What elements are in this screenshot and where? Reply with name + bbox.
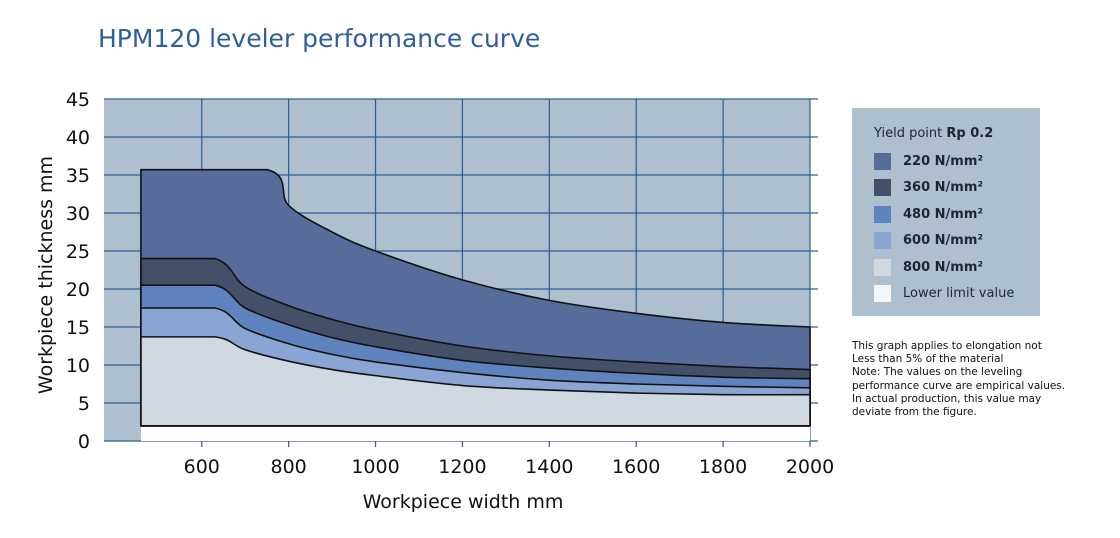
legend-title: Yield point Rp 0.2 (874, 126, 993, 141)
legend-label: 600 N/mm² (903, 233, 984, 248)
legend-item: 360 N/mm² (874, 179, 983, 197)
x-tick-label: 800 (271, 456, 307, 478)
legend: Yield point Rp 0.2 220 N/mm² 360 N/mm² 480… (852, 108, 1040, 316)
legend-item: 600 N/mm² (874, 232, 983, 250)
legend-swatch (874, 152, 891, 170)
legend-item: Lower limit value (874, 285, 1014, 303)
note-line: performance curve are empirical values. (852, 379, 1066, 392)
note-line: In actual production, this value may (852, 392, 1042, 405)
legend-title-bold: Rp 0.2 (946, 126, 994, 141)
below-lower-limit-area (140, 425, 811, 441)
performance-areas (140, 168, 811, 441)
note-line: This graph applies to elongation not (852, 340, 1042, 352)
legend-item: 480 N/mm² (874, 205, 983, 223)
chart-title: HPM120 leveler performance curve (98, 24, 541, 53)
y-tick-label: 10 (66, 355, 90, 377)
y-tick-label: 20 (66, 279, 90, 301)
legend-label: Lower limit value (903, 286, 1015, 301)
x-tick-label: 1800 (699, 456, 747, 478)
note-line: Less than 5% of the material (852, 353, 1004, 366)
x-tick-label: 1400 (525, 456, 573, 478)
y-tick-label: 5 (78, 393, 90, 415)
x-axis-label: Workpiece width mm (363, 491, 564, 513)
legend-swatch (874, 232, 891, 249)
note-line: deviate from the figure. (852, 406, 977, 419)
y-tick-label: 25 (66, 241, 90, 263)
y-tick-labels: 0 5 10 15 20 25 30 35 40 45 (66, 89, 90, 453)
legend-item: 800 N/mm² (874, 258, 983, 276)
legend-item: 220 N/mm² (874, 152, 983, 170)
legend-swatch (874, 205, 891, 223)
y-axis-label: Workpiece thickness mm (35, 156, 57, 394)
legend-swatch (874, 179, 891, 196)
y-tick-label: 45 (66, 89, 90, 111)
y-tick-label: 35 (66, 165, 90, 187)
legend-title-prefix: Yield point (874, 126, 947, 141)
x-tick-labels: 600 800 1000 1200 1400 1600 1800 2000 (184, 456, 835, 478)
y-tick-label: 0 (78, 431, 90, 453)
legend-label: 220 N/mm² (903, 153, 984, 169)
area-800 (140, 336, 811, 427)
legend-label: 360 N/mm² (903, 180, 984, 195)
legend-swatch (874, 285, 891, 302)
x-tick-label: 600 (184, 456, 220, 478)
x-tick-label: 2000 (786, 456, 834, 478)
note-text: This graph applies to elongation not Les… (852, 340, 1092, 419)
legend-label: 480 N/mm² (903, 206, 984, 222)
x-tick-label: 1200 (438, 456, 486, 478)
y-tick-label: 40 (66, 127, 90, 149)
x-tick-label: 1000 (351, 456, 399, 478)
y-tick-label: 30 (66, 203, 90, 225)
x-tick-label: 1600 (612, 456, 660, 478)
note-line: Note: The values on the leveling (852, 366, 1023, 379)
legend-label: 800 N/mm² (903, 259, 984, 275)
y-tick-label: 15 (66, 317, 90, 339)
legend-swatch (874, 258, 891, 276)
